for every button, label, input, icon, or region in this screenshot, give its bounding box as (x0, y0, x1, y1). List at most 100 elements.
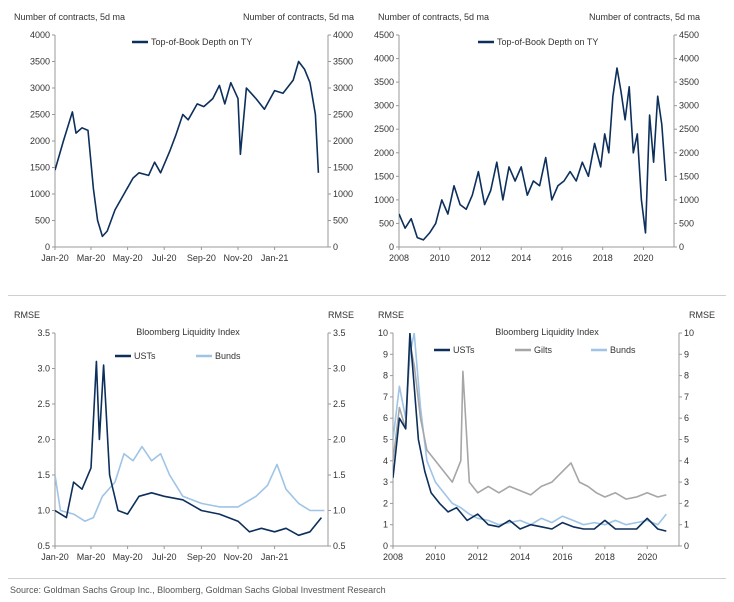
x-tick-label: Jan-21 (261, 552, 289, 562)
right-y-tick-label: 10 (684, 328, 694, 338)
right-y-tick-label: 4000 (679, 54, 699, 64)
right-y-tick-label: 3 (684, 477, 689, 487)
left-y-tick-label: 1500 (374, 171, 394, 181)
right-y-tick-label: 3000 (679, 101, 699, 111)
left-y-tick-label: 1500 (30, 163, 50, 173)
left-y-tick-label: 0 (389, 242, 394, 252)
right-y-tick-label: 5 (684, 435, 689, 445)
x-tick-label: Nov-20 (223, 552, 252, 562)
left-y-tick-label: 1000 (30, 189, 50, 199)
legend-entry-bunds: Bunds (591, 345, 636, 355)
right-y-tick-label: 2.5 (333, 399, 346, 409)
x-tick-label: 2016 (552, 552, 572, 562)
series-line-top-of-book-depth-on-ty (55, 60, 320, 238)
chart-title: Bloomberg Liquidity Index (136, 327, 240, 337)
legend-label: Bunds (610, 345, 636, 355)
legend-label: Top-of-Book Depth on TY (151, 37, 252, 47)
left-axis-label: RMSE (14, 310, 40, 320)
right-y-tick-label: 1.0 (333, 506, 346, 516)
left-y-tick-label: 0 (383, 541, 388, 551)
left-y-tick-label: 6 (383, 413, 388, 423)
x-tick-label: 2020 (637, 552, 657, 562)
series-line-usts (55, 360, 323, 537)
liquidity-index-chart-2008-21: RMSE RMSE Bloomberg Liquidity Index USTs… (378, 310, 715, 562)
right-y-tick-label: 3000 (333, 83, 353, 93)
left-y-tick-label: 0.5 (37, 541, 50, 551)
right-y-tick-label: 8 (684, 371, 689, 381)
left-y-tick-label: 2.5 (37, 399, 50, 409)
x-tick-label: 2008 (389, 253, 409, 263)
left-y-tick-label: 500 (379, 218, 394, 228)
x-tick-label: 2016 (552, 253, 572, 263)
legend-label: Top-of-Book Depth on TY (497, 37, 598, 47)
left-y-tick-label: 4500 (374, 30, 394, 40)
left-y-tick-label: 0 (45, 242, 50, 252)
left-y-tick-label: 2 (383, 498, 388, 508)
right-y-tick-label: 500 (333, 216, 348, 226)
left-y-tick-label: 2000 (30, 136, 50, 146)
left-y-tick-label: 2500 (374, 124, 394, 134)
left-y-tick-label: 3.5 (37, 328, 50, 338)
left-y-tick-label: 2000 (374, 148, 394, 158)
right-y-tick-label: 1000 (679, 195, 699, 205)
left-y-tick-label: 3500 (30, 57, 50, 67)
x-tick-label: Jul-20 (152, 552, 177, 562)
right-y-tick-label: 0 (684, 541, 689, 551)
x-tick-label: Sep-20 (187, 552, 216, 562)
legend-entry-usts: USTs (434, 345, 475, 355)
legend-entry-bunds: Bunds (196, 351, 241, 361)
legend-label: USTs (453, 345, 475, 355)
right-y-tick-label: 1500 (333, 163, 353, 173)
x-tick-label: Jan-21 (261, 253, 289, 263)
x-tick-label: 2008 (383, 552, 403, 562)
right-y-tick-label: 1500 (679, 171, 699, 181)
left-y-tick-label: 3500 (374, 77, 394, 87)
right-y-tick-label: 2.0 (333, 435, 346, 445)
left-axis-label: RMSE (378, 310, 404, 320)
right-y-tick-label: 1000 (333, 189, 353, 199)
legend-label: Bunds (215, 351, 241, 361)
left-y-tick-label: 3000 (374, 101, 394, 111)
left-y-tick-label: 1.0 (37, 506, 50, 516)
series-line-top-of-book-depth-on-ty (399, 67, 667, 241)
plot-area: 0 0 1 1 2 2 3 3 4 4 5 5 6 6 7 7 8 8 9 9 10 10 2008 2010 2012 2014… (378, 328, 694, 562)
footer-divider (8, 578, 726, 579)
right-y-tick-label: 1.5 (333, 470, 346, 480)
left-y-tick-label: 8 (383, 371, 388, 381)
left-y-tick-label: 10 (378, 328, 388, 338)
left-y-tick-label: 3000 (30, 83, 50, 93)
left-y-tick-label: 1000 (374, 195, 394, 205)
left-y-tick-label: 1 (383, 520, 388, 530)
x-tick-label: 2014 (511, 253, 531, 263)
x-tick-label: 2018 (593, 253, 613, 263)
x-tick-label: 2012 (470, 253, 490, 263)
right-y-tick-label: 3500 (679, 77, 699, 87)
right-y-tick-label: 3.0 (333, 364, 346, 374)
left-y-tick-label: 3.0 (37, 364, 50, 374)
right-axis-label: Number of contracts, 5d ma (243, 12, 354, 22)
left-y-tick-label: 4000 (30, 30, 50, 40)
chart-title: Bloomberg Liquidity Index (495, 327, 599, 337)
x-tick-label: 2014 (510, 552, 530, 562)
left-y-tick-label: 2.0 (37, 435, 50, 445)
right-y-tick-label: 2 (684, 498, 689, 508)
right-y-tick-label: 0.5 (333, 541, 346, 551)
left-y-tick-label: 4000 (374, 54, 394, 64)
x-tick-label: Jul-20 (152, 253, 177, 263)
right-y-tick-label: 4500 (679, 30, 699, 40)
right-y-tick-label: 1 (684, 520, 689, 530)
left-axis-label: Number of contracts, 5d ma (378, 12, 489, 22)
right-y-tick-label: 4 (684, 456, 689, 466)
plot-area: 0 0 500 500 1000 1000 1500 1500 2000 2000 2500 2500… (30, 30, 353, 263)
right-y-tick-label: 2500 (333, 110, 353, 120)
left-y-tick-label: 1.5 (37, 470, 50, 480)
legend-entry-usts: USTs (115, 351, 156, 361)
legend-label: Gilts (534, 345, 553, 355)
source-note: Source: Goldman Sachs Group Inc., Bloomb… (10, 585, 386, 595)
right-y-tick-label: 3500 (333, 57, 353, 67)
right-y-tick-label: 0 (679, 242, 684, 252)
legend-entry-top-of-book-depth: Top-of-Book Depth on TY (132, 37, 252, 47)
left-y-tick-label: 5 (383, 435, 388, 445)
x-tick-label: 2018 (595, 552, 615, 562)
left-axis-label: Number of contracts, 5d ma (14, 12, 125, 22)
